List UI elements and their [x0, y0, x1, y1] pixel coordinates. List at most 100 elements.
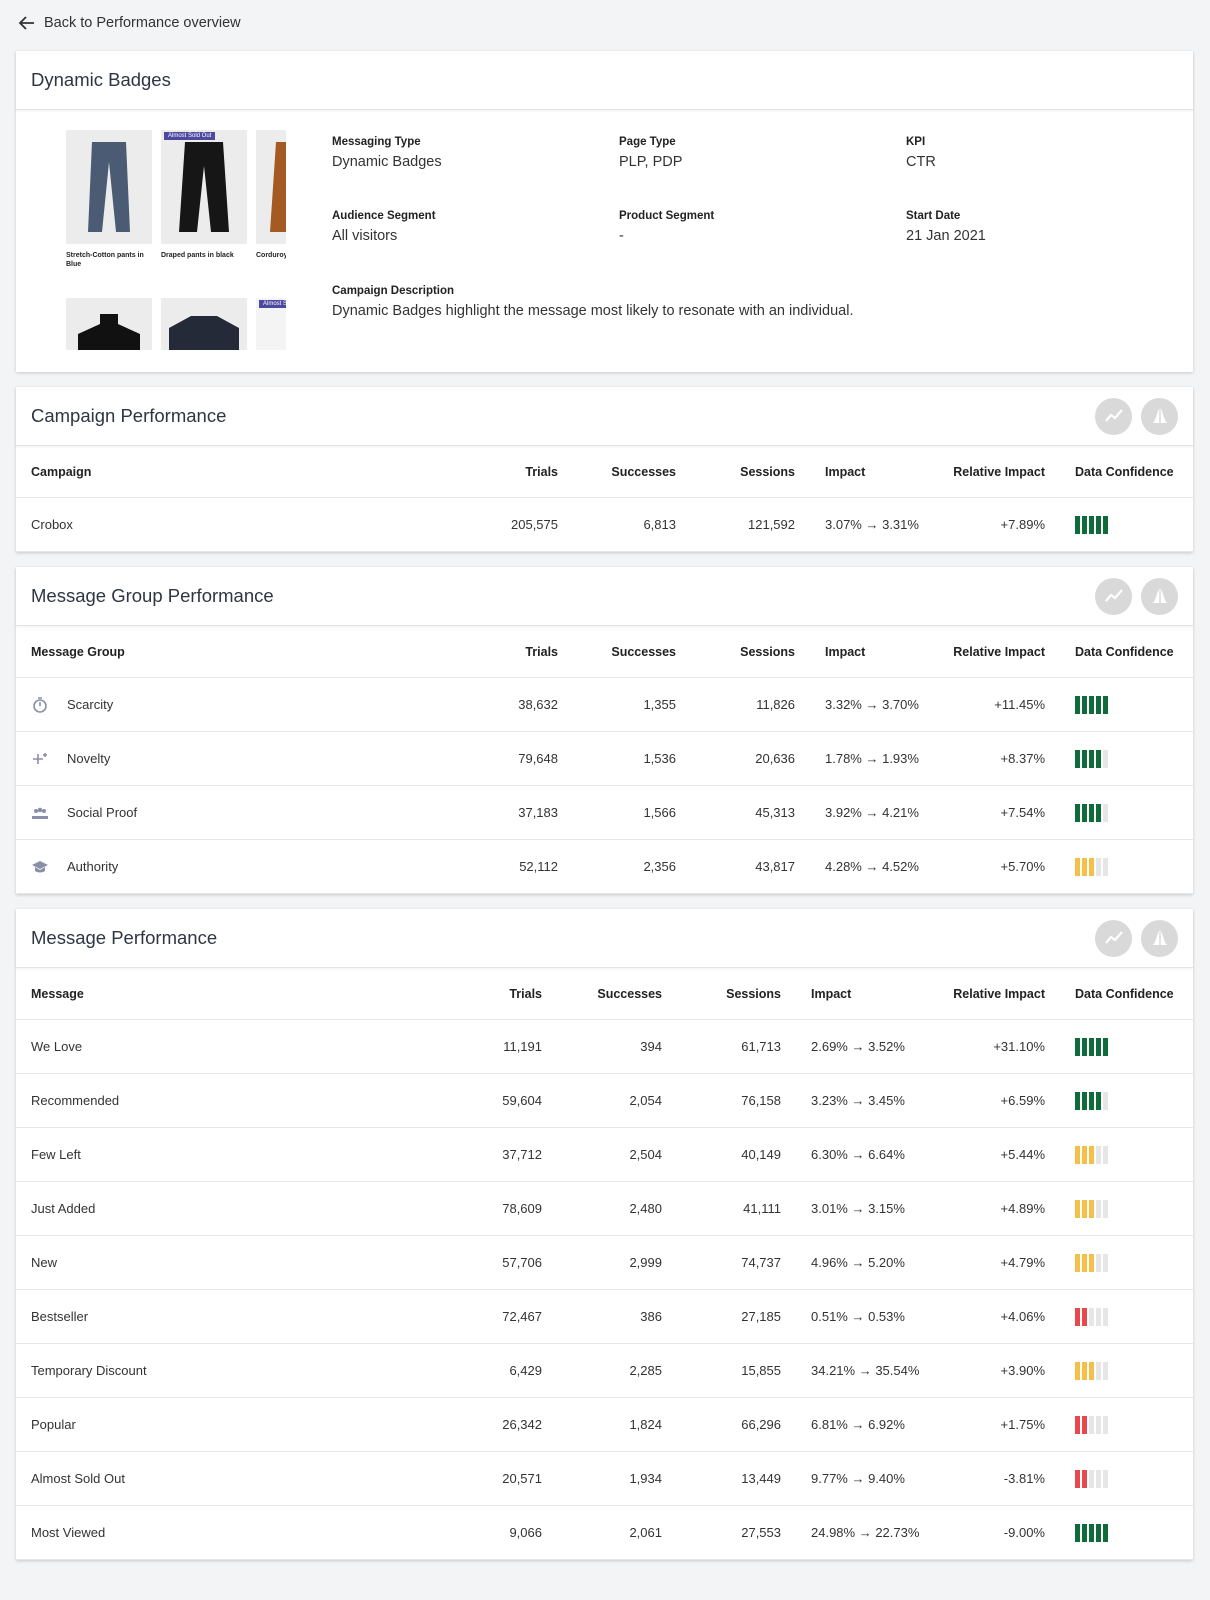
confidence: [1045, 1145, 1193, 1164]
chart-button[interactable]: [1141, 397, 1178, 435]
cell: 3.07% → 3.31%: [825, 517, 919, 532]
cell: 2,504: [629, 1147, 662, 1162]
cell: 37,712: [502, 1147, 542, 1162]
back-text: Back to Performance overview: [44, 15, 241, 31]
table-row: Novelty 79,648 1,536 20,636 1.78% → 1.93% +8.…: [16, 732, 1193, 786]
table-row: Almost Sold Out 20,571 1,934 13,449 9.77% → …: [16, 1452, 1193, 1506]
column-header: Campaign: [31, 464, 92, 479]
field-label: Product Segment: [619, 210, 715, 222]
table-row: Popular 26,342 1,824 66,296 6.81% → 6.92% +1.…: [16, 1398, 1193, 1452]
card-title: Dynamic Badges: [16, 51, 1193, 110]
column-header: Impact: [825, 644, 866, 659]
confidence-bar: [1103, 1199, 1108, 1218]
cell: 27,553: [741, 1525, 781, 1540]
authority-icon: [32, 860, 48, 872]
confidence: [1045, 695, 1193, 714]
product-badge: Almost Sold Out: [164, 132, 216, 140]
cell: 2.69% → 3.52%: [811, 1039, 905, 1054]
chart-button[interactable]: [1095, 577, 1132, 615]
cell: Almost Sold Out: [31, 1471, 125, 1486]
chart-buttons: [1095, 919, 1178, 957]
confidence: [1045, 1037, 1193, 1056]
chart-button[interactable]: [1141, 577, 1178, 615]
scarcity-icon: [33, 696, 47, 713]
confidence-bar: [1075, 1199, 1080, 1218]
column-header: Impact: [811, 986, 852, 1001]
field-label: Messaging Type: [332, 136, 421, 148]
table-card: Message Group Performance Message Group Tr…: [16, 567, 1193, 894]
confidence-bar: [1103, 1145, 1108, 1164]
cell: +7.89%: [1000, 517, 1045, 532]
cell: 26,342: [502, 1417, 542, 1432]
back-arrow: [18, 16, 34, 30]
cell: +8.37%: [1000, 751, 1045, 766]
confidence-bar: [1075, 1253, 1080, 1272]
cell: 0.51% → 0.53%: [811, 1309, 905, 1324]
confidence-bar: [1096, 1145, 1101, 1164]
field-value: -: [619, 228, 624, 244]
confidence-bar: [1082, 857, 1087, 876]
confidence: [1045, 1523, 1193, 1542]
confidence-bar: [1096, 1469, 1101, 1488]
field-value: All visitors: [332, 228, 398, 244]
cell: Authority: [67, 859, 119, 874]
cell: 9,066: [509, 1525, 542, 1540]
table-row: We Love 11,191 394 61,713 2.69% → 3.52% +31.1…: [16, 1020, 1193, 1074]
cell: 41,111: [743, 1201, 781, 1216]
cell: 3.92% → 4.21%: [825, 805, 919, 820]
confidence: [1045, 1091, 1193, 1110]
confidence-bar: [1089, 1037, 1094, 1056]
title-text: Campaign Performance: [31, 405, 227, 426]
campaign-card: Dynamic Badges Stretch-Cotton pants in B…: [16, 51, 1193, 372]
cell: Social Proof: [67, 805, 138, 820]
chart-button[interactable]: [1141, 919, 1178, 957]
header-row: Campaign Trials Successes Sessions Impact Rel…: [16, 446, 1193, 498]
product-tile: Stretch-Cotton pants in Blue: [66, 130, 152, 269]
field-label: Campaign Description: [332, 285, 455, 297]
column-header: Data Confidence: [1075, 986, 1174, 1001]
confidence-bar: [1089, 1307, 1094, 1326]
back-link[interactable]: Back to Performance overview: [18, 14, 241, 32]
table-row: Crobox 205,575 6,813 121,592 3.07% → 3.31% +7…: [16, 498, 1193, 552]
campaign-info: Stretch-Cotton pants in Blue Almost Sold…: [16, 110, 1193, 372]
cell: Most Viewed: [31, 1525, 106, 1540]
product-tile: Corduroy pants in: [256, 130, 286, 260]
name-cell: Authority: [31, 858, 458, 876]
column-header: Successes: [597, 986, 662, 1001]
confidence-bar: [1075, 1361, 1080, 1380]
product-tile: Almost Sold Out Draped pants in black: [161, 130, 247, 260]
name-cell: Social Proof: [31, 804, 458, 822]
confidence-bar: [1082, 1145, 1087, 1164]
confidence-bar: [1075, 1415, 1080, 1434]
table-row: Few Left 37,712 2,504 40,149 6.30% → 6.64% +5…: [16, 1128, 1193, 1182]
confidence-bar: [1096, 1523, 1101, 1542]
cell: 1,824: [629, 1417, 662, 1432]
cell: Scarcity: [67, 697, 114, 712]
name-cell: Crobox: [31, 517, 458, 532]
title-text: Dynamic Badges: [31, 69, 171, 90]
card-title: Campaign Performance: [16, 387, 1193, 446]
table-row: New 57,706 2,999 74,737 4.96% → 5.20% +4.79%: [16, 1236, 1193, 1290]
name-cell: Novelty: [31, 750, 458, 768]
chart-button[interactable]: [1095, 397, 1132, 435]
confidence-bar: [1075, 695, 1080, 714]
confidence: [1045, 749, 1193, 768]
cell: Temporary Discount: [31, 1363, 147, 1378]
cell: +3.90%: [1000, 1363, 1045, 1378]
cell: 2,054: [629, 1093, 662, 1108]
chart-buttons: [1095, 397, 1178, 435]
confidence-bar: [1089, 1253, 1094, 1272]
column-header: Trials: [509, 986, 542, 1001]
cell: 57,706: [502, 1255, 542, 1270]
chart-button[interactable]: [1095, 919, 1132, 957]
confidence-bar: [1103, 857, 1108, 876]
table-row: Most Viewed 9,066 2,061 27,553 24.98% → 22.7…: [16, 1506, 1193, 1560]
name-cell: Few Left: [31, 1147, 442, 1162]
confidence-bar: [1089, 1415, 1094, 1434]
social-proof-icon: [32, 807, 48, 819]
cell: +7.54%: [1000, 805, 1045, 820]
column-header: Message Group: [31, 644, 125, 659]
confidence-bar: [1082, 1091, 1087, 1110]
confidence-bar: [1089, 695, 1094, 714]
column-header: Relative Impact: [953, 986, 1045, 1001]
